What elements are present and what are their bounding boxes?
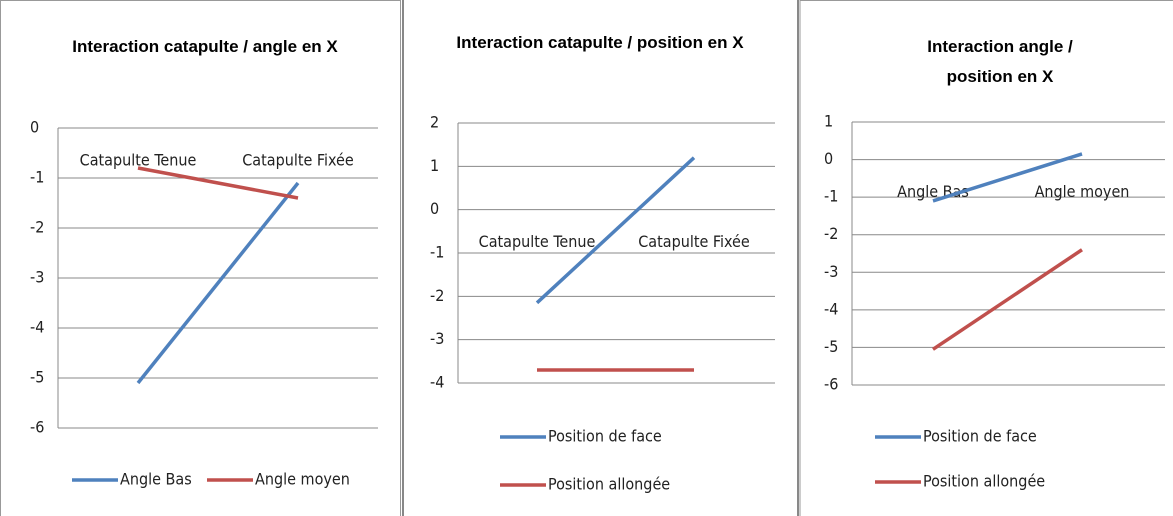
y-tick-label: -4 (430, 373, 444, 392)
legend-label: Angle Bas (120, 470, 192, 489)
data-line (535, 156, 696, 305)
x-tick-label: Catapulte Tenue (479, 232, 596, 251)
y-tick-label: -2 (824, 224, 838, 243)
y-tick-label: -4 (30, 318, 44, 337)
legend-label: Position allongée (548, 475, 670, 494)
x-tick-label: Catapulte Fixée (638, 232, 750, 251)
y-tick-label: 1 (430, 156, 439, 175)
y-tick-label: -4 (824, 299, 838, 318)
panel-border (799, 0, 1173, 516)
y-tick-label: -3 (430, 329, 444, 348)
data-line (137, 166, 299, 200)
y-tick-label: -6 (30, 418, 44, 437)
chart-title: Interaction angle / position en X (927, 37, 1073, 86)
y-tick-label: 2 (430, 113, 439, 132)
y-tick-label: 0 (430, 199, 439, 218)
y-tick-label: 0 (824, 149, 833, 168)
y-tick-label: -5 (30, 368, 44, 387)
panel-border (402, 0, 799, 516)
y-tick-label: -3 (30, 268, 44, 287)
x-tick-label: Catapulte Tenue (80, 151, 197, 170)
y-tick-label: -6 (824, 375, 838, 394)
panel-border (0, 0, 401, 516)
data-line (932, 248, 1083, 351)
y-tick-label: 0 (30, 118, 39, 137)
x-tick-label: Catapulte Fixée (242, 151, 354, 170)
y-tick-label: -5 (824, 337, 838, 356)
legend-label: Position de face (548, 427, 662, 446)
legend-label: Position allongée (923, 472, 1045, 491)
y-tick-label: -1 (430, 243, 444, 262)
y-tick-label: -1 (824, 187, 838, 206)
data-line (136, 181, 300, 385)
y-tick-label: -1 (30, 168, 44, 187)
chart-title: Interaction catapulte / angle en X (72, 37, 338, 56)
y-tick-label: -3 (824, 262, 838, 281)
y-tick-label: -2 (30, 218, 44, 237)
legend-label: Angle moyen (255, 470, 350, 489)
chart-title: Interaction catapulte / position en X (456, 33, 744, 52)
x-tick-label: Angle moyen (1035, 182, 1130, 201)
y-tick-label: -2 (430, 286, 444, 305)
data-line (932, 152, 1083, 203)
legend-label: Position de face (923, 427, 1037, 446)
y-tick-label: 1 (824, 112, 833, 131)
